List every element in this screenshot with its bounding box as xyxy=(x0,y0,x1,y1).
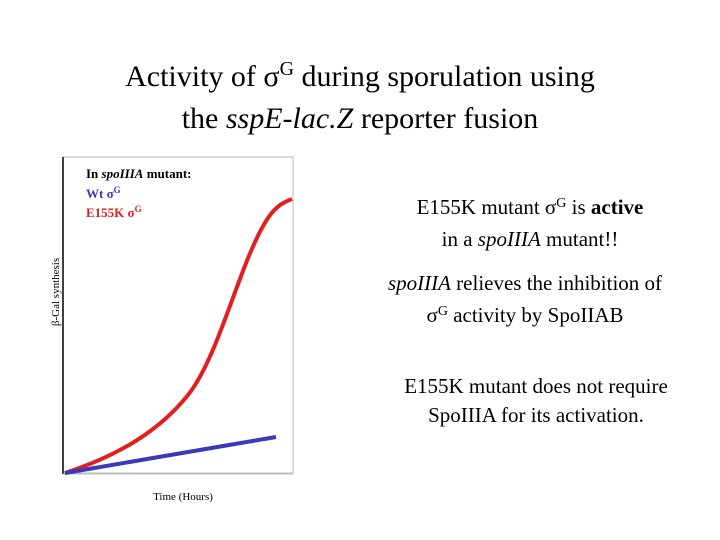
x-axis-label: Time (Hours) xyxy=(153,491,213,503)
schematic-graph: In spoIIIA mutant: Wt σG E155K σG β-Gal … xyxy=(50,156,294,503)
note-line: E155K mutant does not require xyxy=(404,374,668,398)
text: SpoIIIA for its activation. xyxy=(428,403,644,427)
wt-curve xyxy=(64,435,277,475)
text: E155K mutant does not require xyxy=(404,374,668,398)
text: is xyxy=(566,195,591,219)
superscript: G xyxy=(438,304,448,319)
note-line: in a spoIIIA mutant!! xyxy=(442,227,619,251)
text: the xyxy=(182,102,226,135)
note-line: spoIIIA relieves the inhibition of xyxy=(388,271,662,295)
italic-text: spoIIIA xyxy=(478,227,541,251)
text: In xyxy=(86,166,102,181)
title-line: the sspE-lac.Z reporter fusion xyxy=(182,102,539,135)
note-line: σG activity by SpoIIAB xyxy=(426,303,623,327)
text: activity by SpoIIAB xyxy=(448,303,624,327)
superscript: G xyxy=(135,204,142,214)
italic-text: sspE-lac.Z xyxy=(226,102,354,135)
bold-text: active xyxy=(591,195,643,219)
legend-heading: In spoIIIA mutant: xyxy=(86,166,192,181)
title-line: Activity of σG during sporulation using xyxy=(125,58,595,93)
text: reporter fusion xyxy=(353,102,538,135)
text: mutant!! xyxy=(541,227,619,251)
legend-e155k: E155K σG xyxy=(86,204,142,220)
text: E155K σ xyxy=(86,205,135,220)
legend-wt: Wt σG xyxy=(86,185,121,201)
superscript: G xyxy=(556,196,566,211)
text: Wt σ xyxy=(86,186,114,201)
y-axis-label: β-Gal synthesis xyxy=(50,258,62,326)
text: during sporulation using xyxy=(294,60,595,93)
e155k-curve xyxy=(64,197,293,475)
text: σ xyxy=(426,303,437,327)
superscript: G xyxy=(280,58,294,80)
superscript: G xyxy=(114,185,121,195)
text: E155K mutant σ xyxy=(417,195,557,219)
text: in a xyxy=(442,227,478,251)
note-line: E155K mutant σG is active xyxy=(417,195,644,219)
note-line: SpoIIIA for its activation. xyxy=(428,403,644,427)
text: mutant: xyxy=(143,166,191,181)
text: Activity of σ xyxy=(125,60,279,93)
italic-text: spoIIIA xyxy=(101,166,144,181)
text: relieves the inhibition of xyxy=(451,271,662,295)
italic-text: spoIIIA xyxy=(388,271,451,295)
